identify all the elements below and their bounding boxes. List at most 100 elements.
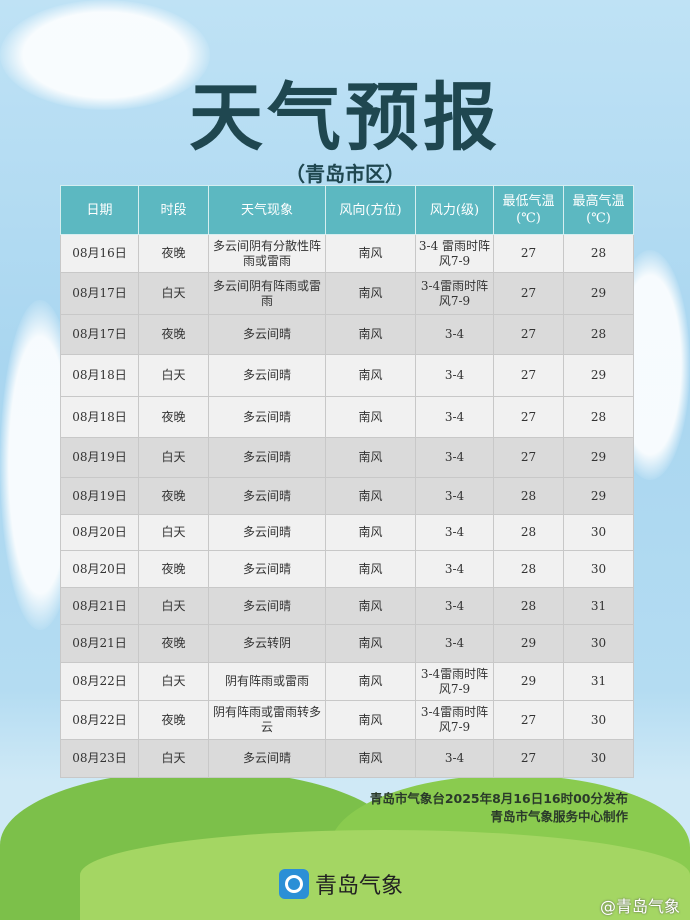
table-cell: 阴有阵雨或雷雨 (208, 662, 326, 701)
column-header: 天气现象 (208, 185, 326, 235)
table-cell: 08月19日 (60, 477, 139, 515)
table-row: 08月16日 夜晚 多云间阴有分散性阵雨或雷雨 南风 3-4 雷雨时阵风7-9 27 28 (60, 234, 634, 273)
table-cell: 南风 (325, 314, 416, 355)
table-cell: 夜晚 (138, 624, 209, 663)
table-cell: 08月21日 (60, 624, 139, 663)
page-subtitle: （青岛市区） (285, 162, 405, 186)
table-cell: 南风 (325, 514, 416, 551)
table-cell: 28 (493, 477, 564, 515)
table-cell: 3-4 (415, 314, 494, 355)
table-cell: 白天 (138, 272, 209, 315)
table-row: 08月21日 夜晚 多云转阴 南风 3-4 29 30 (60, 624, 634, 663)
table-cell: 夜晚 (138, 314, 209, 355)
table-cell: 多云间晴 (208, 550, 326, 588)
table-cell: 08月18日 (60, 396, 139, 438)
table-row: 08月18日 夜晚 多云间晴 南风 3-4 27 28 (60, 396, 634, 438)
table-cell: 多云间晴 (208, 477, 326, 515)
table-row: 08月21日 白天 多云间晴 南风 3-4 28 31 (60, 587, 634, 625)
table-cell: 白天 (138, 739, 209, 778)
table-cell: 夜晚 (138, 477, 209, 515)
table-cell: 南风 (325, 550, 416, 588)
brand-name: 青岛气象 (315, 874, 404, 899)
table-cell: 29 (563, 272, 634, 315)
table-cell: 白天 (138, 437, 209, 478)
table-cell: 28 (493, 587, 564, 625)
cloud-logo-icon (279, 869, 309, 899)
table-cell: 夜晚 (138, 396, 209, 438)
table-cell: 27 (493, 437, 564, 478)
table-cell: 3-4 (415, 739, 494, 778)
table-cell: 30 (563, 739, 634, 778)
table-cell: 3-4雷雨时阵风7-9 (415, 662, 494, 701)
table-cell: 29 (563, 437, 634, 478)
table-row: 08月22日 夜晚 阴有阵雨或雷雨转多云 南风 3-4雷雨时阵风7-9 27 30 (60, 700, 634, 740)
table-row: 08月17日 白天 多云间阴有阵雨或雷雨 南风 3-4雷雨时阵风7-9 27 29 (60, 272, 634, 315)
table-cell: 08月16日 (60, 234, 139, 273)
table-cell: 28 (563, 396, 634, 438)
table-cell: 多云间阴有阵雨或雷雨 (208, 272, 326, 315)
table-cell: 多云间阴有分散性阵雨或雷雨 (208, 234, 326, 273)
table-cell: 多云间晴 (208, 396, 326, 438)
table-cell: 白天 (138, 354, 209, 397)
table-cell: 30 (563, 700, 634, 740)
table-cell: 08月19日 (60, 437, 139, 478)
table-cell: 3-4 (415, 550, 494, 588)
table-cell: 3-4 (415, 396, 494, 438)
table-cell: 南风 (325, 587, 416, 625)
table-cell: 南风 (325, 234, 416, 273)
table-cell: 3-4 (415, 587, 494, 625)
table-cell: 多云间晴 (208, 587, 326, 625)
column-header: 时段 (138, 185, 209, 235)
table-cell: 27 (493, 739, 564, 778)
table-cell: 28 (493, 514, 564, 551)
publish-line: 青岛市气象台2025年8月16日16时00分发布 (369, 791, 628, 806)
brand-logo: 青岛气象 (279, 868, 403, 900)
forecast-table: 日期 时段 天气现象 风向(方位) 风力(级) 最低气温(℃) 最高气温(℃) 08月16日… (60, 185, 634, 778)
table-row: 08月20日 夜晚 多云间晴 南风 3-4 28 30 (60, 550, 634, 588)
table-cell: 阴有阵雨或雷雨转多云 (208, 700, 326, 740)
table-cell: 3-4雷雨时阵风7-9 (415, 700, 494, 740)
table-cell: 3-4 (415, 354, 494, 397)
table-cell: 南风 (325, 477, 416, 515)
table-cell: 27 (493, 700, 564, 740)
publish-info: 青岛市气象台2025年8月16日16时00分发布 青岛市气象服务中心制作 (370, 790, 628, 826)
table-row: 08月19日 白天 多云间晴 南风 3-4 27 29 (60, 437, 634, 478)
table-cell: 27 (493, 396, 564, 438)
table-cell: 27 (493, 314, 564, 355)
table-cell: 白天 (138, 662, 209, 701)
table-cell: 29 (493, 662, 564, 701)
table-cell: 南风 (325, 354, 416, 397)
column-header: 最高气温(℃) (563, 185, 634, 235)
table-cell: 08月22日 (60, 662, 139, 701)
table-cell: 31 (563, 587, 634, 625)
table-cell: 夜晚 (138, 234, 209, 273)
column-header: 风力(级) (415, 185, 494, 235)
table-cell: 3-4 (415, 477, 494, 515)
page-title: 天气预报 (189, 75, 501, 161)
table-cell: 多云间晴 (208, 354, 326, 397)
table-cell: 白天 (138, 514, 209, 551)
table-cell: 27 (493, 354, 564, 397)
table-cell: 29 (563, 354, 634, 397)
table-cell: 29 (493, 624, 564, 663)
table-cell: 多云转阴 (208, 624, 326, 663)
table-cell: 3-4 (415, 624, 494, 663)
table-cell: 南风 (325, 624, 416, 663)
table-cell: 多云间晴 (208, 437, 326, 478)
table-row: 08月22日 白天 阴有阵雨或雷雨 南风 3-4雷雨时阵风7-9 29 31 (60, 662, 634, 701)
table-cell: 08月17日 (60, 314, 139, 355)
table-cell: 3-4 (415, 514, 494, 551)
table-cell: 南风 (325, 739, 416, 778)
table-cell: 08月17日 (60, 272, 139, 315)
table-cell: 08月18日 (60, 354, 139, 397)
table-cell: 南风 (325, 437, 416, 478)
table-cell: 28 (493, 550, 564, 588)
hill-decoration (80, 830, 690, 920)
table-cell: 多云间晴 (208, 739, 326, 778)
table-cell: 南风 (325, 700, 416, 740)
table-row: 08月19日 夜晚 多云间晴 南风 3-4 28 29 (60, 477, 634, 515)
table-cell: 3-4 雷雨时阵风7-9 (415, 234, 494, 273)
table-cell: 27 (493, 234, 564, 273)
producer-line: 青岛市气象服务中心制作 (490, 809, 628, 824)
table-cell: 28 (563, 234, 634, 273)
